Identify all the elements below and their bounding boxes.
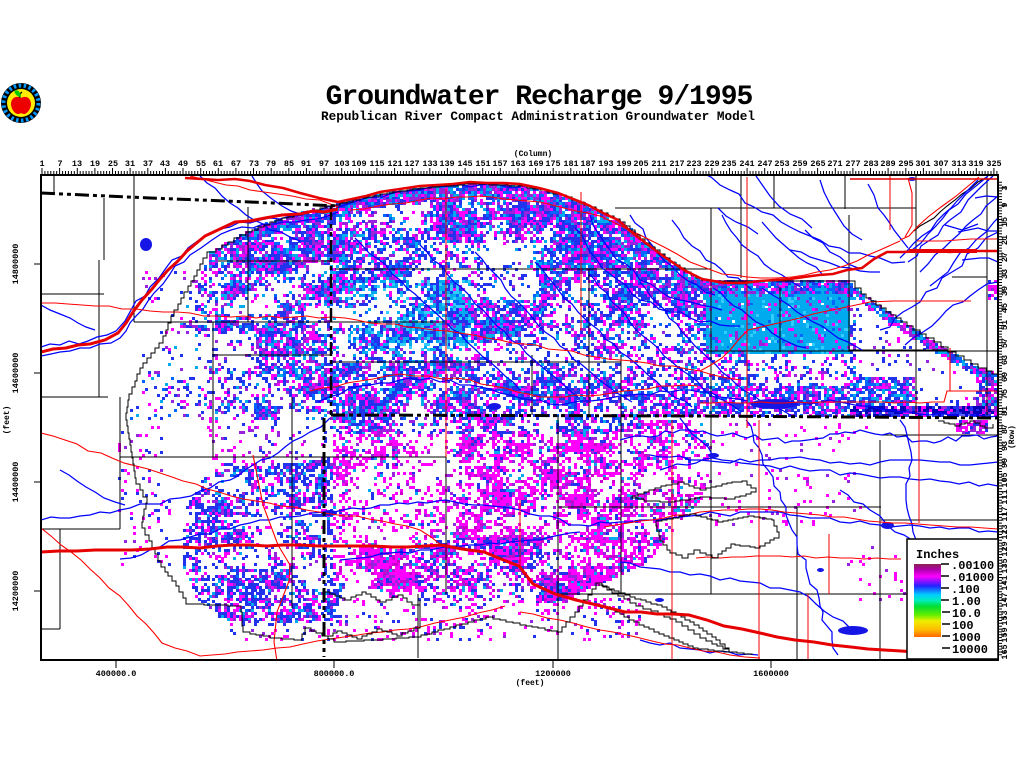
svg-text:10000: 10000 [952,643,988,657]
svg-text:163: 163 [510,159,525,169]
svg-text:10.0: 10.0 [952,607,981,621]
svg-text:133: 133 [422,159,437,169]
svg-text:14800000: 14800000 [11,244,21,285]
svg-text:157: 157 [492,159,507,169]
svg-text:31: 31 [125,159,135,169]
svg-text:301: 301 [915,159,930,169]
svg-text:Groundwater Recharge 9/1995: Groundwater Recharge 9/1995 [326,82,753,113]
svg-text:13: 13 [72,159,82,169]
svg-text:235: 235 [721,159,736,169]
svg-text:187: 187 [580,159,595,169]
svg-text:1000: 1000 [952,631,981,645]
svg-text:259: 259 [792,159,807,169]
svg-text:103: 103 [334,159,349,169]
svg-text:223: 223 [686,159,701,169]
svg-text:247: 247 [757,159,772,169]
svg-text:49: 49 [178,159,188,169]
svg-text:295: 295 [898,159,913,169]
svg-text:181: 181 [563,159,578,169]
svg-text:14200000: 14200000 [11,571,21,612]
svg-text:115: 115 [369,159,384,169]
svg-text:325: 325 [986,159,1001,169]
svg-text:199: 199 [616,159,631,169]
svg-text:229: 229 [704,159,719,169]
svg-text:37: 37 [143,159,153,169]
svg-text:271: 271 [827,159,842,169]
svg-text:211: 211 [651,159,666,169]
svg-text:(feet): (feet) [3,406,12,435]
svg-text:193: 193 [598,159,613,169]
svg-text:1200000: 1200000 [535,669,571,679]
svg-text:800000.0: 800000.0 [314,669,355,679]
svg-text:151: 151 [475,159,490,169]
svg-text:145: 145 [457,159,472,169]
svg-text:19: 19 [90,159,100,169]
svg-text:14600000: 14600000 [11,353,21,394]
svg-text:Republican River Compact Admin: Republican River Compact Administration … [321,109,755,124]
svg-text:217: 217 [669,159,684,169]
svg-text:400000.0: 400000.0 [96,669,137,679]
svg-text:319: 319 [968,159,983,169]
svg-text:1: 1 [39,159,44,169]
svg-text:241: 241 [739,159,754,169]
svg-text:277: 277 [845,159,860,169]
svg-text:253: 253 [774,159,789,169]
svg-text:14400000: 14400000 [11,462,21,503]
svg-text:283: 283 [863,159,878,169]
svg-text:67: 67 [231,159,241,169]
svg-text:307: 307 [933,159,948,169]
svg-text:91: 91 [301,159,311,169]
svg-text:289: 289 [880,159,895,169]
svg-text:100: 100 [952,619,974,633]
svg-text:73: 73 [249,159,259,169]
svg-text:85: 85 [284,159,294,169]
svg-text:25: 25 [108,159,118,169]
svg-text:79: 79 [266,159,276,169]
svg-text:139: 139 [439,159,454,169]
svg-text:43: 43 [160,159,170,169]
svg-text:.00100: .00100 [951,559,994,573]
svg-text:55: 55 [196,159,206,169]
svg-text:109: 109 [351,159,366,169]
svg-text:7: 7 [57,159,62,169]
svg-text:97: 97 [319,159,329,169]
svg-text:121: 121 [387,159,402,169]
svg-text:1600000: 1600000 [753,669,789,679]
svg-text:175: 175 [545,159,560,169]
svg-text:(feet): (feet) [516,679,545,688]
svg-text:205: 205 [633,159,648,169]
svg-text:(Column): (Column) [514,150,552,159]
svg-text:313: 313 [951,159,966,169]
svg-text:(Row): (Row) [1008,425,1017,449]
svg-text:Inches: Inches [916,548,959,562]
svg-text:.100: .100 [951,583,980,597]
svg-text:61: 61 [213,159,223,169]
svg-text:.01000: .01000 [951,571,994,585]
svg-text:127: 127 [404,159,419,169]
svg-text:169: 169 [528,159,543,169]
svg-text:1.00: 1.00 [952,595,981,609]
svg-text:265: 265 [810,159,825,169]
